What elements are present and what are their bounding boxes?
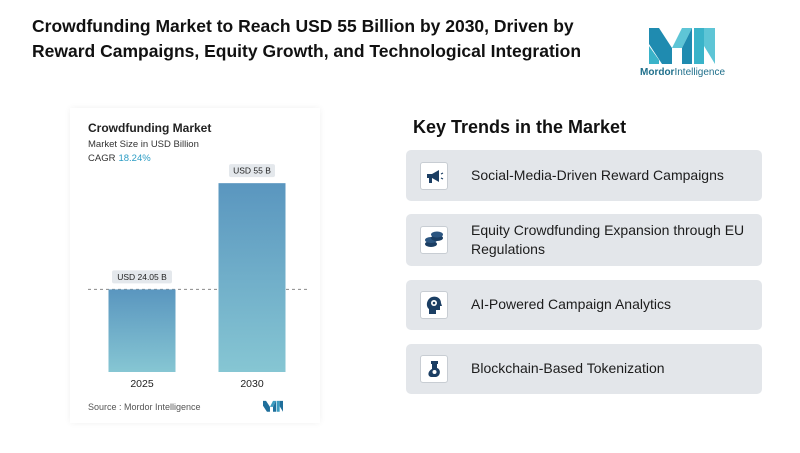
token-icon	[420, 355, 448, 383]
trend-item-ai-analytics: AI-Powered Campaign Analytics	[406, 280, 762, 330]
mordor-mini-logo-icon	[263, 400, 283, 412]
chart-title: Crowdfunding Market	[88, 121, 212, 135]
market-size-chart: USD 24.05 B 2025 USD 55 B 2030	[88, 164, 310, 390]
coins-icon	[420, 226, 448, 254]
trend-label: Blockchain-Based Tokenization	[471, 360, 665, 376]
megaphone-icon	[420, 162, 448, 190]
chart-cagr: CAGR 18.24%	[88, 153, 151, 164]
cagr-label: CAGR	[88, 153, 116, 164]
market-size-chart-card: USD 24.05 B 2025 USD 55 B 2030 Crowdfunding…	[70, 108, 320, 423]
trend-item-blockchain: Blockchain-Based Tokenization	[406, 344, 762, 394]
brand-logo: MordorIntelligence	[640, 26, 726, 82]
data-label: USD 24.05 B	[117, 272, 167, 282]
logo-wordmark-bold: Mordor	[640, 67, 675, 78]
key-trends-title: Key Trends in the Market	[413, 117, 627, 137]
trend-label: Equity Crowdfunding Expansion through EU…	[471, 222, 745, 257]
data-label-bg	[112, 270, 172, 284]
trend-label: AI-Powered Campaign Analytics	[471, 296, 671, 312]
mordor-intelligence-logo-icon	[649, 28, 715, 64]
ai-head-icon	[420, 291, 448, 319]
page-title: Crowdfunding Market to Reach USD 55 Bill…	[32, 16, 582, 61]
logo-wordmark: MordorIntelligence	[640, 67, 726, 78]
data-label-bg	[229, 164, 275, 178]
trend-item-equity-crowdfunding: Equity Crowdfunding Expansion through EU…	[406, 214, 762, 266]
bar-2025	[108, 289, 176, 372]
cagr-value: 18.24%	[118, 153, 151, 164]
data-label: USD 55 B	[233, 166, 271, 176]
x-tick-label: 2030	[240, 378, 264, 390]
x-tick-label: 2025	[130, 378, 154, 390]
chart-source: Source : Mordor Intelligence	[88, 402, 201, 412]
trend-item-social-media: Social-Media-Driven Reward Campaigns	[406, 150, 762, 201]
trend-label: Social-Media-Driven Reward Campaigns	[471, 167, 724, 183]
bar-2030	[218, 183, 286, 372]
chart-subtitle: Market Size in USD Billion	[88, 139, 199, 150]
logo-wordmark-rest: Intelligence	[674, 67, 726, 78]
